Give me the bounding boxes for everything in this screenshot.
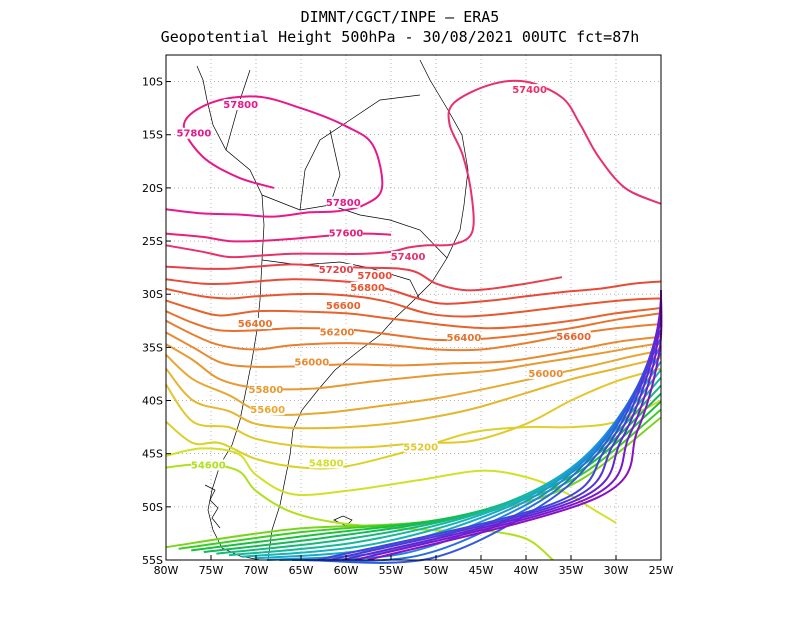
y-tick-label: 30S — [142, 288, 163, 301]
contour-56600 — [165, 299, 662, 330]
contour-51800 — [329, 313, 662, 561]
contour-label-bg — [528, 368, 563, 380]
contour-53400 — [228, 377, 662, 557]
plot-frame — [165, 54, 662, 561]
contour-label-bg — [512, 84, 547, 96]
contour-54800 — [165, 447, 617, 524]
contour-label: 57800 — [177, 129, 212, 140]
contour-label-bg — [294, 356, 329, 368]
y-tick-label: 35S — [142, 341, 163, 354]
contour-label-bg — [326, 196, 361, 208]
contour-label-bg — [357, 270, 392, 282]
islands-chile-fjords — [204, 484, 221, 529]
x-axis-ticks: 80W 75W 70W 65W 60W 55W 50W 45W 40W 35W 30W 25W — [154, 555, 674, 577]
x-tick-label: 80W — [154, 564, 179, 577]
contour-label: 57800 — [223, 100, 258, 111]
contour-label-bg — [176, 127, 211, 139]
contour-56800 — [165, 287, 662, 318]
x-tick-label: 35W — [559, 564, 584, 577]
contour-label-bg — [223, 99, 258, 111]
x-tick-label: 45W — [469, 564, 494, 577]
y-tick-label: 45S — [142, 448, 163, 461]
contour-label-bg — [319, 263, 354, 275]
contour-label: 56000 — [294, 357, 329, 368]
contour-label: 57200 — [319, 265, 354, 276]
contour-label-bg — [326, 299, 361, 311]
contour-label-bg — [350, 281, 385, 293]
y-tick-label: 20S — [142, 182, 163, 195]
contour-label: 54800 — [309, 458, 344, 469]
x-tick-label: 75W — [199, 564, 224, 577]
contour-label: 57800 — [326, 198, 361, 209]
contour-51400 — [354, 297, 662, 561]
x-tick-label: 60W — [334, 564, 359, 577]
y-axis-ticks: 10S 15S 20S 25S 30S 35S 40S 45S 50S 55S — [142, 76, 171, 567]
contour-label-bg — [248, 383, 283, 395]
contour-label-bg — [403, 441, 438, 453]
contour-label-bg — [320, 326, 354, 338]
contour-57000 — [165, 278, 662, 305]
contour-label: 55200 — [403, 442, 438, 453]
contour-label-bg — [446, 331, 481, 343]
x-tick-label: 65W — [289, 564, 314, 577]
contour-label: 57400 — [512, 85, 547, 96]
contour-label-bg — [556, 330, 591, 342]
contour-label: 56800 — [350, 283, 385, 294]
contour-51200 — [367, 289, 663, 561]
contour-label: 56400 — [447, 333, 482, 344]
y-tick-label: 50S — [142, 501, 163, 514]
contour-label: 56600 — [556, 332, 591, 343]
contour-55800 — [165, 342, 662, 391]
contour-label: 56200 — [320, 328, 355, 339]
contour-label-bg — [329, 227, 363, 239]
contour-label-bg — [250, 404, 285, 416]
contour-label: 56600 — [326, 301, 361, 312]
chart-title-line1: DIMNT/CGCT/INPE — ERA5 — [301, 8, 500, 26]
x-tick-label: 70W — [244, 564, 269, 577]
contour-label: 54600 — [191, 460, 226, 471]
contour-label-bg — [391, 251, 426, 263]
contour-label: 56400 — [238, 319, 273, 330]
contour-labels: 57800 57800 57800 57600 57400 57400 5720057000… — [176, 84, 591, 471]
coastline-map — [196, 59, 469, 561]
contour-label: 56000 — [528, 369, 563, 380]
y-tick-label: 25S — [142, 235, 163, 248]
x-tick-label: 50W — [424, 564, 449, 577]
gridlines — [166, 55, 661, 560]
x-tick-label: 40W — [514, 564, 539, 577]
contour-56000 — [165, 331, 662, 368]
contour-52200 — [304, 329, 662, 564]
contour-label-bg — [309, 457, 344, 469]
contour-label: 55800 — [249, 385, 284, 396]
x-tick-label: 30W — [604, 564, 629, 577]
contour-57400 — [165, 79, 662, 259]
y-tick-label: 55S — [142, 554, 163, 567]
contour-label-bg — [238, 318, 273, 330]
coastline-west — [196, 65, 265, 561]
chart-title-line2: Geopotential Height 500hPa - 30/08/2021 … — [161, 28, 640, 46]
x-tick-label: 25W — [649, 564, 674, 577]
contour-51600 — [342, 305, 662, 561]
contour-55600 — [165, 349, 662, 416]
contour-56400 — [165, 310, 662, 342]
contour-55400 — [165, 357, 662, 430]
contour-57200 — [165, 263, 563, 292]
contour-label: 57400 — [391, 252, 426, 263]
x-tick-label: 55W — [379, 564, 404, 577]
y-tick-label: 10S — [142, 76, 163, 89]
contour-52000 — [316, 321, 662, 561]
contour-label-bg — [191, 459, 226, 471]
y-tick-label: 15S — [142, 129, 163, 142]
contour-55000 — [165, 399, 662, 470]
y-tick-label: 40S — [142, 395, 163, 408]
contour-label: 55600 — [250, 405, 285, 416]
coastline-east — [267, 59, 469, 561]
contour-lines — [165, 79, 663, 564]
contour-label: 57000 — [357, 271, 392, 282]
contour-55200 — [165, 367, 662, 449]
contour-label: 57600 — [329, 229, 364, 240]
